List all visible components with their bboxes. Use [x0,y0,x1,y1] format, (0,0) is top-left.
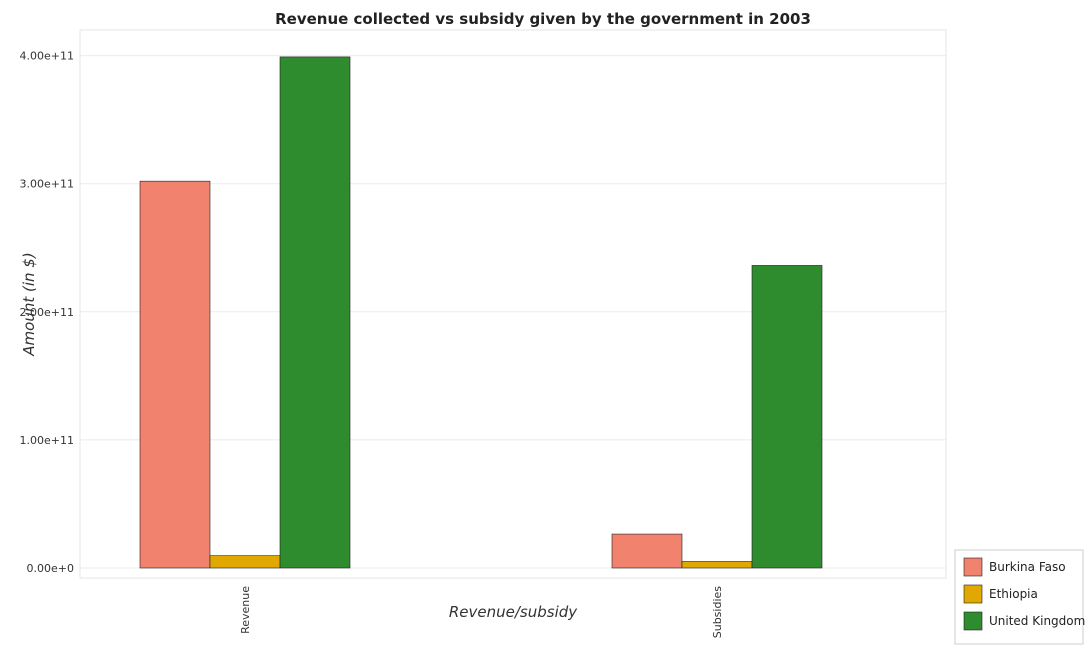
y-tick-label: 3.00e+11 [20,178,74,191]
x-axis-label: Revenue/subsidy [449,603,578,621]
legend-swatch [963,584,983,604]
legend-swatch [963,611,983,631]
bar-united-kingdom-subsidies [751,265,823,569]
plot-frame [79,29,947,579]
y-tick-label: 0.00e+0 [27,562,74,575]
x-tick-label: Revenue [239,586,252,634]
chart-title: Revenue collected vs subsidy given by th… [275,10,811,28]
legend-label: Ethiopia [989,587,1038,601]
y-axis-ticks: 0.00e+0 1.00e+11 2.00e+11 3.00e+11 4.00e+11 [20,50,74,575]
bar-burkina-faso-subsidies [611,533,683,569]
y-tick-label: 1.00e+11 [20,434,74,447]
legend-label: Burkina Faso [989,560,1066,574]
bar-ethiopia-revenue [209,555,281,569]
x-tick-label: Subsidies [711,586,724,639]
legend: Burkina Faso Ethiopia United Kingdom [954,549,1085,645]
x-axis-ticks: Revenue Subsidies [239,586,724,639]
y-tick-label: 2.00e+11 [20,306,74,319]
legend-label: United Kingdom [989,614,1085,628]
bar-united-kingdom-revenue [279,56,351,569]
legend-swatch [963,557,983,577]
bars [139,56,823,569]
bar-burkina-faso-revenue [139,180,211,569]
y-axis-label: Amount (in $) [20,252,38,356]
bar-ethiopia-subsidies [681,561,753,569]
y-tick-label: 4.00e+11 [20,50,74,63]
